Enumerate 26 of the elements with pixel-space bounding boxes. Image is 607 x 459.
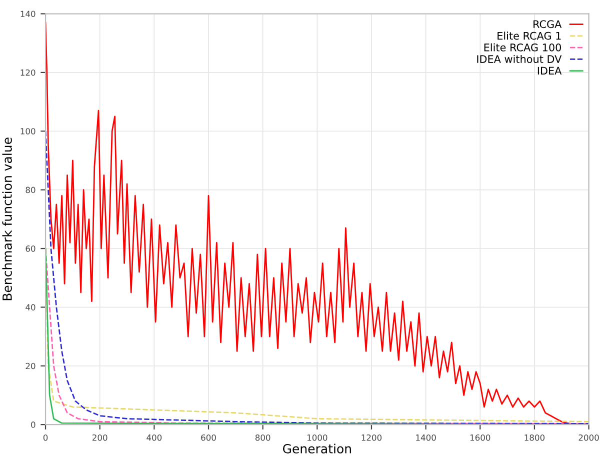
y-tick-label: 20 <box>26 362 36 370</box>
x-tick-label: 800 <box>255 434 270 441</box>
y-tick-label: 80 <box>26 186 36 194</box>
y-tick-label: 100 <box>20 128 36 134</box>
x-tick-label: 2000 <box>578 434 599 441</box>
legend-label: IDEA <box>538 66 562 75</box>
y-tick-label: 120 <box>20 69 36 76</box>
x-axis-title: Generation <box>282 444 351 454</box>
x-tick-label: 600 <box>201 434 216 441</box>
y-axis-title: Benchmark function value <box>2 138 12 300</box>
y-tick-label: 0 <box>31 422 36 428</box>
x-tick-label: 200 <box>92 434 108 441</box>
x-tick-label: 400 <box>146 434 162 441</box>
legend-label: RCGA <box>534 20 562 28</box>
y-tick-label: 140 <box>20 10 36 18</box>
x-tick-label: 1400 <box>416 434 436 441</box>
y-tick-label: 60 <box>26 245 36 252</box>
x-tick-label: 1000 <box>307 434 328 441</box>
legend-label: Elite RCAG 100 <box>484 43 562 52</box>
x-tick-label: 1200 <box>362 434 382 441</box>
x-tick-label: 1600 <box>470 434 490 441</box>
legend-label: IDEA without DV <box>477 54 562 64</box>
legend-label: Elite RCAG 1 <box>498 32 561 40</box>
y-tick-label: 40 <box>26 304 36 310</box>
x-tick-label: 0 <box>43 434 48 441</box>
x-tick-label: 1800 <box>524 434 545 441</box>
